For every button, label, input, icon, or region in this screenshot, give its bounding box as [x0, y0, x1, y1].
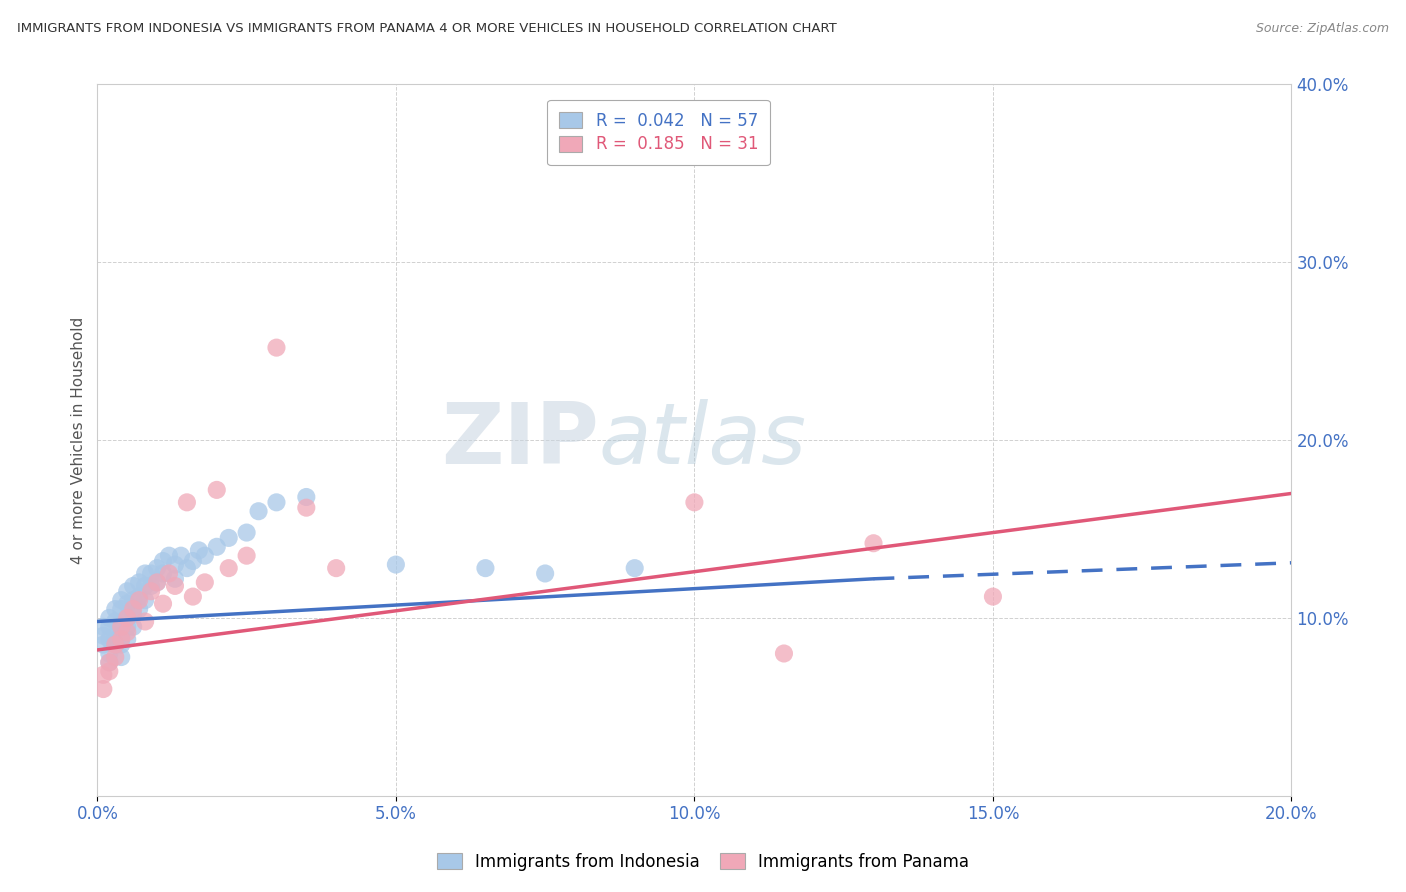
- Point: [139, 566, 162, 581]
- Point: [218, 531, 240, 545]
- Point: [139, 584, 162, 599]
- Point: [152, 566, 174, 581]
- Point: [115, 611, 138, 625]
- Point: [98, 656, 121, 670]
- Point: [474, 561, 496, 575]
- Point: [115, 597, 138, 611]
- Point: [134, 593, 156, 607]
- Point: [115, 584, 138, 599]
- Point: [91, 668, 114, 682]
- Point: [110, 632, 132, 647]
- Point: [266, 341, 288, 355]
- Point: [295, 500, 318, 515]
- Point: [163, 572, 186, 586]
- Point: [152, 554, 174, 568]
- Point: [134, 566, 156, 581]
- Point: [181, 590, 204, 604]
- Point: [218, 561, 240, 575]
- Point: [104, 650, 127, 665]
- Point: [235, 549, 257, 563]
- Point: [110, 629, 132, 643]
- Point: [247, 504, 270, 518]
- Point: [110, 602, 132, 616]
- Point: [98, 611, 121, 625]
- Point: [110, 638, 132, 652]
- Point: [176, 495, 198, 509]
- Point: [134, 615, 156, 629]
- Point: [194, 549, 217, 563]
- Point: [128, 590, 150, 604]
- Point: [176, 561, 198, 575]
- Point: [98, 656, 121, 670]
- Point: [862, 536, 884, 550]
- Point: [104, 615, 127, 629]
- Point: [128, 602, 150, 616]
- Point: [98, 665, 121, 679]
- Point: [128, 593, 150, 607]
- Point: [163, 558, 186, 572]
- Point: [122, 602, 145, 616]
- Point: [122, 620, 145, 634]
- Point: [110, 620, 132, 634]
- Point: [187, 543, 209, 558]
- Point: [623, 561, 645, 575]
- Point: [115, 632, 138, 647]
- Text: IMMIGRANTS FROM INDONESIA VS IMMIGRANTS FROM PANAMA 4 OR MORE VEHICLES IN HOUSEH: IMMIGRANTS FROM INDONESIA VS IMMIGRANTS …: [17, 22, 837, 36]
- Text: Source: ZipAtlas.com: Source: ZipAtlas.com: [1256, 22, 1389, 36]
- Point: [325, 561, 347, 575]
- Point: [181, 554, 204, 568]
- Point: [115, 625, 138, 640]
- Point: [104, 638, 127, 652]
- Point: [157, 549, 180, 563]
- Legend: Immigrants from Indonesia, Immigrants from Panama: Immigrants from Indonesia, Immigrants fr…: [429, 845, 977, 880]
- Point: [98, 647, 121, 661]
- Point: [122, 579, 145, 593]
- Point: [194, 575, 217, 590]
- Point: [139, 579, 162, 593]
- Point: [98, 632, 121, 647]
- Point: [115, 620, 138, 634]
- Point: [152, 597, 174, 611]
- Point: [104, 638, 127, 652]
- Point: [157, 566, 180, 581]
- Point: [683, 495, 706, 509]
- Point: [110, 620, 132, 634]
- Point: [534, 566, 557, 581]
- Point: [205, 540, 228, 554]
- Point: [205, 483, 228, 497]
- Point: [146, 561, 169, 575]
- Point: [163, 579, 186, 593]
- Point: [122, 607, 145, 622]
- Point: [91, 629, 114, 643]
- Point: [981, 590, 1004, 604]
- Point: [115, 611, 138, 625]
- Point: [110, 593, 132, 607]
- Point: [98, 620, 121, 634]
- Point: [104, 602, 127, 616]
- Point: [104, 629, 127, 643]
- Point: [128, 575, 150, 590]
- Point: [146, 575, 169, 590]
- Point: [146, 575, 169, 590]
- Text: ZIP: ZIP: [441, 399, 599, 482]
- Point: [110, 650, 132, 665]
- Point: [91, 681, 114, 696]
- Point: [385, 558, 408, 572]
- Text: atlas: atlas: [599, 399, 807, 482]
- Legend: R =  0.042   N = 57, R =  0.185   N = 31: R = 0.042 N = 57, R = 0.185 N = 31: [547, 100, 770, 165]
- Point: [134, 579, 156, 593]
- Point: [235, 525, 257, 540]
- Point: [266, 495, 288, 509]
- Point: [295, 490, 318, 504]
- Point: [91, 638, 114, 652]
- Point: [170, 549, 193, 563]
- Y-axis label: 4 or more Vehicles in Household: 4 or more Vehicles in Household: [72, 317, 86, 564]
- Point: [122, 593, 145, 607]
- Point: [773, 647, 796, 661]
- Point: [91, 620, 114, 634]
